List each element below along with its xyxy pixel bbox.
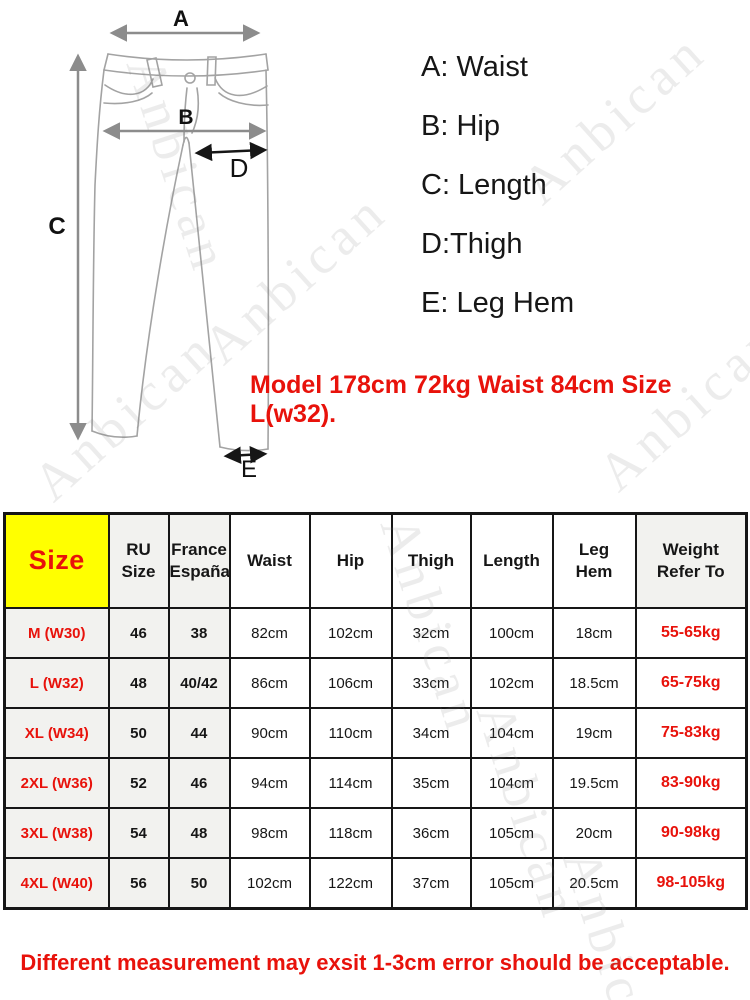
cell-leg-hem: 18.5cm [551, 657, 637, 709]
cell-thigh: 35cm [390, 757, 472, 809]
cell-length: 105cm [469, 857, 554, 910]
belt-loop [146, 57, 163, 88]
disclaimer-note: Different measurement may exsit 1-3cm er… [20, 950, 730, 975]
cell-hip: 102cm [308, 607, 393, 659]
table-row: XL (W34) 50 44 90cm 110cm 34cm 104cm 19c… [3, 707, 748, 759]
jeans-button [184, 72, 196, 84]
table-row: 4XL (W40) 56 50 102cm 122cm 37cm 105cm 2… [3, 857, 748, 910]
cell-weight: 98-105kg [634, 857, 748, 910]
pocket-right [214, 77, 268, 97]
cell-france: 44 [167, 707, 231, 759]
cell-length: 100cm [469, 607, 554, 659]
legend-item-length: C: Length [421, 169, 547, 201]
header-length: Length [469, 512, 554, 609]
cell-thigh: 33cm [390, 657, 472, 709]
cell-size: 4XL (W40) [3, 857, 110, 910]
cell-waist: 82cm [228, 607, 311, 659]
cell-leg-hem: 20.5cm [551, 857, 637, 910]
cell-ru: 54 [107, 807, 170, 859]
legend-item-thigh: D:Thigh [421, 228, 523, 260]
arrow-thigh-d [194, 141, 268, 162]
header-ru: RU Size [107, 512, 170, 609]
cell-size: L (W32) [3, 657, 110, 709]
arrow-hem-e [223, 446, 268, 464]
measurement-legend: A: Waist B: Hip C: Length D:Thigh E: Leg… [421, 38, 574, 333]
cell-length: 102cm [469, 657, 554, 709]
header-waist: Waist [228, 512, 311, 609]
cell-thigh: 37cm [390, 857, 472, 910]
table-row: 3XL (W38) 54 48 98cm 118cm 36cm 105cm 20… [3, 807, 748, 859]
cell-ru: 48 [107, 657, 170, 709]
cell-waist: 90cm [228, 707, 311, 759]
cell-waist: 86cm [228, 657, 311, 709]
cell-ru: 46 [107, 607, 170, 659]
cell-france: 38 [167, 607, 231, 659]
cell-leg-hem: 18cm [551, 607, 637, 659]
belt-loop [206, 56, 217, 86]
model-info-note: Model 178cm 72kg Waist 84cm Size L(w32). [250, 371, 672, 428]
header-france: France España [167, 512, 231, 609]
cell-size: XL (W34) [3, 707, 110, 759]
cell-thigh: 36cm [390, 807, 472, 859]
dimension-arrows [69, 24, 268, 464]
table-row: L (W32) 48 40/42 86cm 106cm 33cm 102cm 1… [3, 657, 748, 709]
cell-length: 105cm [469, 807, 554, 859]
cell-weight: 90-98kg [634, 807, 748, 859]
header-leg-hem: Leg Hem [551, 512, 637, 609]
header-thigh: Thigh [390, 512, 472, 609]
cell-thigh: 32cm [390, 607, 472, 659]
measure-label-e: E [241, 456, 257, 483]
cell-length: 104cm [469, 757, 554, 809]
legend-item-waist: A: Waist [421, 51, 528, 83]
legend-item-hip: B: Hip [421, 110, 500, 142]
measure-label-a: A [173, 6, 189, 31]
cell-weight: 65-75kg [634, 657, 748, 709]
cell-leg-hem: 19.5cm [551, 757, 637, 809]
header-size: Size [3, 512, 110, 609]
cell-length: 104cm [469, 707, 554, 759]
measure-label-b: B [178, 106, 193, 129]
jeans-outline [91, 53, 270, 452]
legend-item-leg-hem: E: Leg Hem [421, 287, 575, 319]
cell-waist: 98cm [228, 807, 311, 859]
table-header-row: Size RU Size France España Waist Hip Thi… [3, 512, 748, 609]
cell-weight: 75-83kg [634, 707, 748, 759]
cell-waist: 94cm [228, 757, 311, 809]
cell-hip: 110cm [308, 707, 393, 759]
cell-france: 40/42 [167, 657, 231, 709]
table-row: 2XL (W36) 52 46 94cm 114cm 35cm 104cm 19… [3, 757, 748, 809]
cell-france: 50 [167, 857, 231, 910]
cell-ru: 52 [107, 757, 170, 809]
cell-thigh: 34cm [390, 707, 472, 759]
pocket-left [104, 78, 154, 96]
measure-label-c: C [48, 213, 65, 240]
cell-hip: 118cm [308, 807, 393, 859]
cell-hip: 122cm [308, 857, 393, 910]
cell-leg-hem: 20cm [551, 807, 637, 859]
cell-weight: 83-90kg [634, 757, 748, 809]
pants-measurement-diagram: A B C D E [48, 6, 270, 483]
cell-france: 46 [167, 757, 231, 809]
cell-size: M (W30) [3, 607, 110, 659]
header-weight: Weight Refer To [634, 512, 748, 609]
table-row: M (W30) 46 38 82cm 102cm 32cm 100cm 18cm… [3, 607, 748, 659]
cell-france: 48 [167, 807, 231, 859]
cell-size: 2XL (W36) [3, 757, 110, 809]
measure-label-d: D [230, 153, 249, 183]
cell-size: 3XL (W38) [3, 807, 110, 859]
cell-hip: 114cm [308, 757, 393, 809]
cell-ru: 50 [107, 707, 170, 759]
cell-hip: 106cm [308, 657, 393, 709]
header-hip: Hip [308, 512, 393, 609]
cell-leg-hem: 19cm [551, 707, 637, 759]
cell-waist: 102cm [228, 857, 311, 910]
cell-weight: 55-65kg [634, 607, 748, 659]
size-table: Size RU Size France España Waist Hip Thi… [3, 512, 748, 910]
cell-ru: 56 [107, 857, 170, 910]
